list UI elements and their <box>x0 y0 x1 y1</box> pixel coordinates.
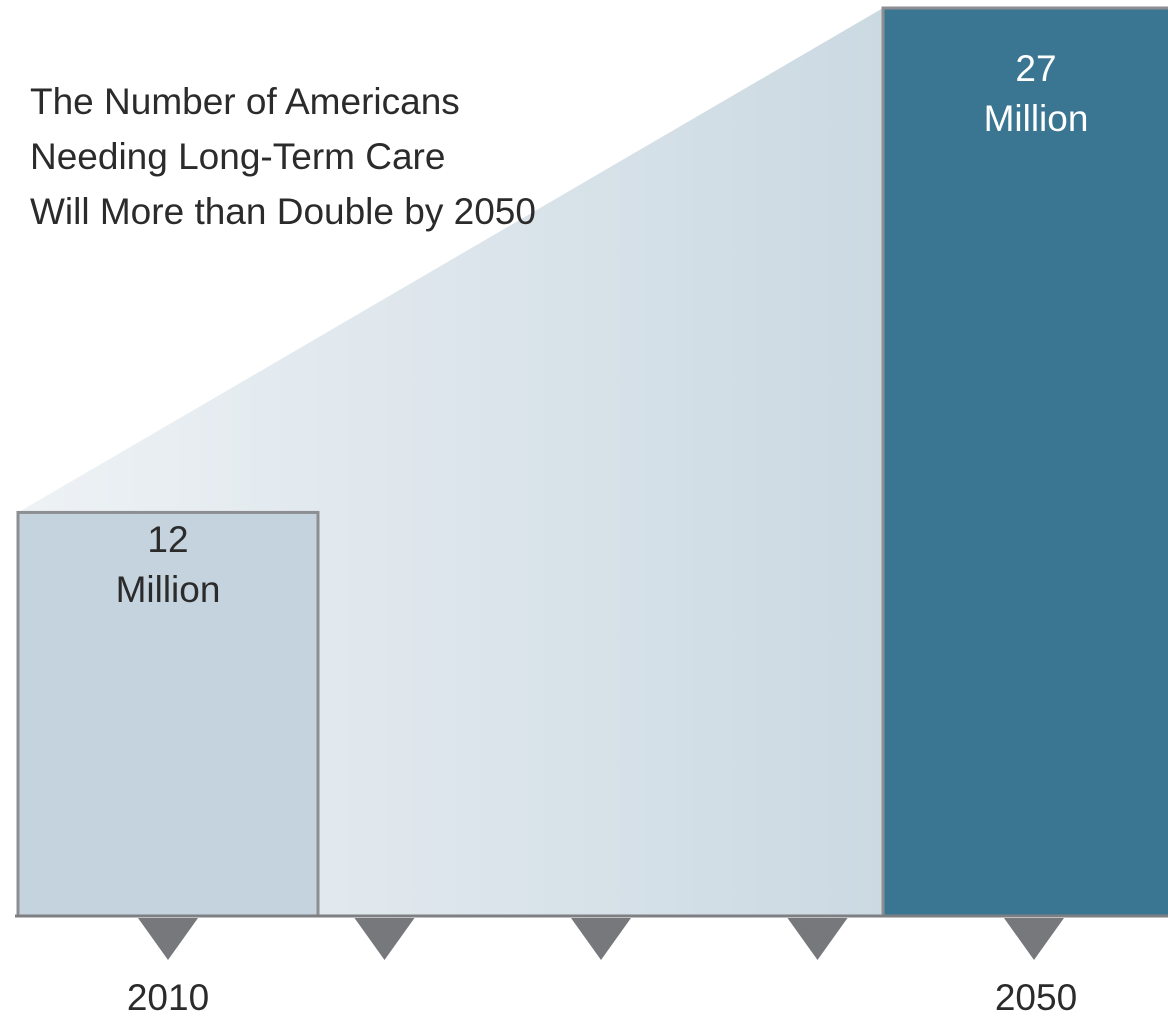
chart-title: The Number of Americans Needing Long-Ter… <box>30 74 670 239</box>
chart-title-line-3: Will More than Double by 2050 <box>30 191 536 232</box>
bar-2010 <box>16 510 320 918</box>
x-tick-marker <box>571 918 631 960</box>
x-axis-tick-markers <box>138 918 1064 960</box>
chart-title-line-2: Needing Long-Term Care <box>30 136 446 177</box>
bar-value-unit-2050: Million <box>983 98 1089 139</box>
x-tick-marker <box>787 918 848 960</box>
x-tick-marker <box>354 918 415 960</box>
bar-value-label-2010: 12 Million <box>18 515 318 615</box>
bar-2050 <box>881 6 1168 918</box>
bar-value-label-2050: 27 Million <box>884 44 1168 144</box>
bar-value-unit-2010: Million <box>115 569 221 610</box>
bar-value-number-2010: 12 <box>147 519 189 560</box>
x-tick-marker <box>1004 918 1064 960</box>
bar-value-number-2050: 27 <box>1015 48 1057 89</box>
chart-title-line-1: The Number of Americans <box>30 81 460 122</box>
x-tick-label-2010: 2010 <box>126 977 210 1018</box>
x-tick-label-2050: 2050 <box>994 977 1078 1018</box>
x-tick-marker <box>138 918 198 960</box>
